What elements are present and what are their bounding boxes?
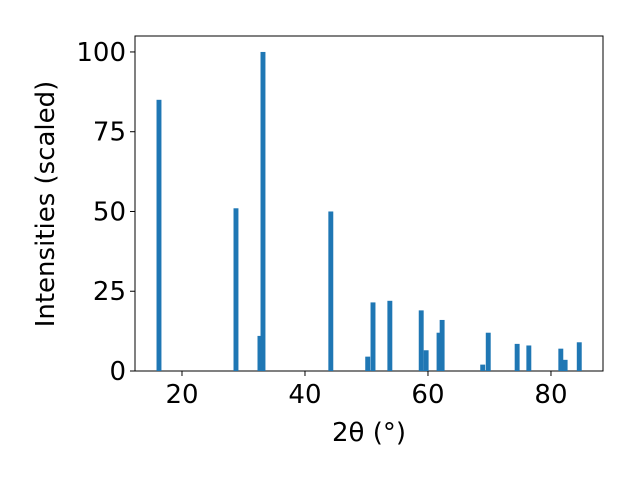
bar [328,211,334,371]
bar [365,356,371,371]
bar [387,300,393,371]
bar [558,348,564,371]
bar [436,332,442,371]
bar [562,359,568,371]
x-tick-label: 80 [534,380,567,410]
bar [485,332,491,371]
bar [257,335,263,371]
bar [260,51,266,371]
x-axis-label: 2θ (°) [332,418,406,448]
bar [418,310,424,371]
bar [423,350,429,371]
bar [156,99,162,372]
bar [480,364,486,371]
bar [439,319,445,371]
bar [514,343,520,371]
y-tick-label: 50 [93,197,126,227]
y-tick-label: 0 [109,357,126,387]
y-axis-label: Intensities (scaled) [31,81,61,328]
bar [370,302,376,371]
y-tick-label: 25 [93,277,126,307]
y-tick-label: 75 [93,118,126,148]
x-tick-label: 40 [288,380,321,410]
x-tick-label: 60 [411,380,444,410]
bar [233,208,239,371]
x-tick-label: 20 [165,380,198,410]
bar [576,342,582,371]
y-tick-label: 100 [76,38,126,68]
plot-frame [134,35,604,372]
bar [526,345,532,371]
